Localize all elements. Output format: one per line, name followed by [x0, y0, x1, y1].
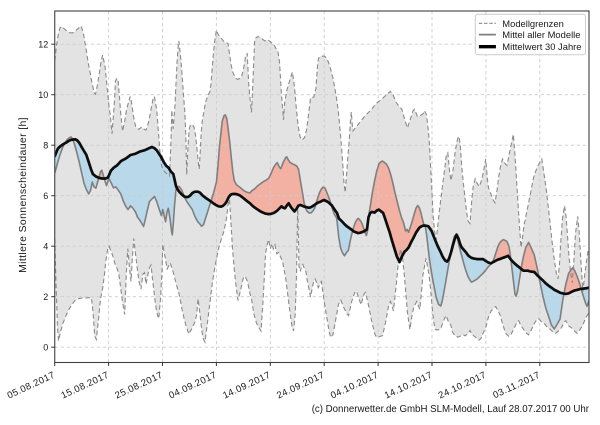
svg-text:Mittel aller Modelle: Mittel aller Modelle [502, 29, 580, 40]
svg-text:Mittlere Sonnenscheindauer [h]: Mittlere Sonnenscheindauer [h] [17, 117, 29, 273]
svg-text:12: 12 [38, 40, 48, 50]
svg-text:8: 8 [43, 141, 48, 151]
svg-text:2: 2 [43, 292, 48, 302]
svg-text:4: 4 [43, 242, 48, 252]
svg-text:(c) Donnerwetter.de GmbH SLM-M: (c) Donnerwetter.de GmbH SLM-Modell, Lau… [312, 404, 590, 415]
svg-text:Mittelwert 30 Jahre: Mittelwert 30 Jahre [502, 41, 581, 52]
svg-text:6: 6 [43, 191, 48, 201]
svg-text:10: 10 [38, 90, 48, 100]
svg-text:Modellgrenzen: Modellgrenzen [502, 18, 564, 29]
svg-text:0: 0 [43, 343, 48, 353]
